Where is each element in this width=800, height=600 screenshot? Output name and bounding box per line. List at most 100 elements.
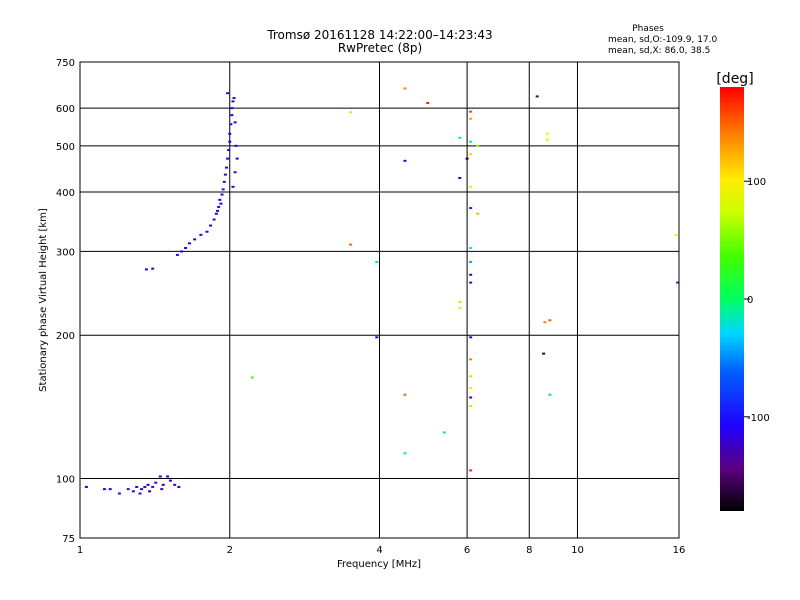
data-point — [209, 224, 213, 227]
data-point — [219, 202, 223, 205]
data-point — [151, 485, 155, 488]
data-point — [349, 243, 353, 246]
y-tick-label: 75 — [62, 534, 75, 545]
x-tick-label: 6 — [464, 545, 470, 556]
data-point — [228, 132, 232, 135]
data-point — [151, 267, 155, 270]
y-tick-labels: 75 100 200 300 400 500 600 750 — [56, 58, 75, 545]
data-point — [117, 492, 121, 495]
data-point — [469, 386, 473, 389]
data-point — [403, 452, 407, 455]
data-point — [403, 159, 407, 162]
data-point — [131, 490, 135, 493]
data-point — [548, 393, 552, 396]
data-point — [469, 110, 473, 113]
data-point — [228, 140, 232, 143]
data-point — [223, 173, 227, 176]
data-point — [222, 180, 226, 183]
data-point — [469, 247, 473, 250]
data-point — [458, 307, 462, 310]
y-tick-label: 200 — [56, 331, 75, 342]
data-point — [349, 111, 353, 114]
data-point — [193, 238, 197, 241]
data-point — [199, 233, 203, 236]
x-tick-labels: 1 2 4 6 8 10 16 — [77, 545, 686, 556]
data-point — [469, 469, 473, 472]
y-tick-label: 750 — [56, 58, 75, 69]
data-point — [126, 488, 130, 491]
data-point — [469, 140, 473, 143]
data-point — [158, 475, 162, 478]
data-point — [676, 281, 680, 284]
plot-grid — [80, 62, 679, 538]
chart-subtitle: RwPretec (8p) — [338, 41, 422, 55]
data-point — [224, 166, 228, 169]
colorbar-tick-label: -100 — [747, 413, 770, 424]
data-point — [138, 492, 142, 495]
data-point — [146, 483, 150, 486]
data-point — [458, 176, 462, 179]
data-point — [426, 102, 430, 105]
data-points — [84, 87, 680, 495]
data-point — [168, 479, 172, 482]
data-point — [469, 207, 473, 210]
data-point — [543, 321, 547, 324]
data-point — [458, 136, 462, 139]
data-point — [469, 375, 473, 378]
data-point — [214, 212, 218, 215]
x-tick-label: 10 — [571, 545, 584, 556]
data-point — [375, 336, 379, 339]
data-point — [229, 123, 233, 126]
data-point — [674, 233, 678, 236]
colorbar-ticks: 100 0 -100 — [744, 177, 770, 424]
x-tick-label: 1 — [77, 545, 83, 556]
x-tick-label: 2 — [227, 545, 233, 556]
data-point — [233, 121, 237, 124]
data-point — [469, 336, 473, 339]
data-point — [180, 250, 184, 253]
data-point — [148, 490, 152, 493]
y-tick-label: 600 — [56, 104, 75, 115]
data-point — [108, 488, 112, 491]
data-point — [542, 352, 546, 355]
data-point — [230, 107, 234, 110]
data-point — [231, 185, 235, 188]
data-point — [161, 483, 165, 486]
data-point — [143, 485, 147, 488]
x-tick-label: 4 — [376, 545, 382, 556]
stats-line-x: mean, sd,X: 86.0, 38.5 — [608, 46, 710, 56]
data-point — [212, 218, 216, 221]
data-point — [442, 431, 446, 434]
colorbar-label: [deg] — [716, 71, 753, 87]
data-point — [160, 488, 164, 491]
x-tick-label: 8 — [526, 545, 532, 556]
data-point — [226, 92, 230, 95]
colorbar-tick-label: 0 — [747, 295, 753, 306]
data-point — [535, 95, 539, 98]
data-point — [403, 87, 407, 90]
stats-heading: Phases — [632, 24, 664, 34]
data-point — [469, 261, 473, 264]
data-point — [102, 488, 106, 491]
data-point — [469, 358, 473, 361]
data-point — [216, 209, 220, 212]
data-point — [469, 273, 473, 276]
y-tick-label: 300 — [56, 247, 75, 258]
data-point — [221, 188, 225, 191]
data-point — [403, 393, 407, 396]
y-tick-label: 400 — [56, 188, 75, 199]
data-point — [476, 212, 480, 215]
y-axis-label: Stationary phase Virtual Height [km] — [38, 208, 49, 392]
data-point — [218, 198, 222, 201]
colorbar-tick-label: 100 — [747, 177, 766, 188]
plot-frame — [79, 61, 680, 539]
data-point — [548, 319, 552, 322]
data-point — [465, 157, 469, 160]
data-point — [184, 247, 188, 250]
data-point — [476, 144, 480, 147]
data-point — [234, 144, 238, 147]
data-point — [545, 138, 549, 141]
data-point — [166, 475, 170, 478]
colorbar — [720, 87, 744, 511]
